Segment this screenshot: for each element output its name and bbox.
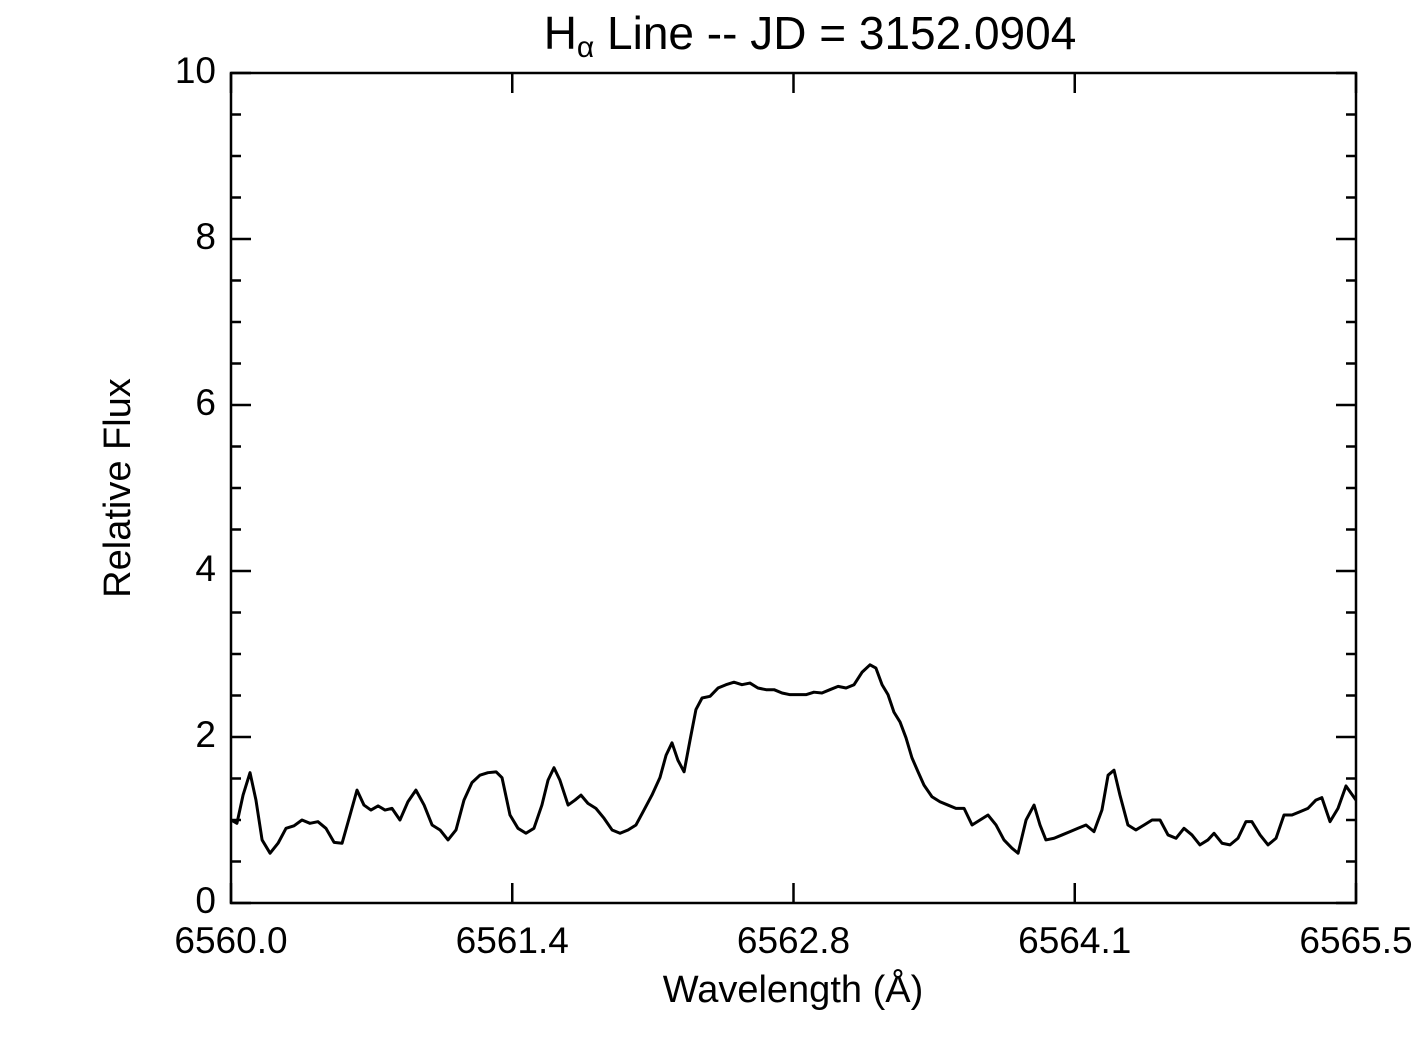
x-tick-label: 6562.8 — [737, 920, 850, 961]
y-tick-label: 8 — [195, 216, 216, 257]
title-main: H — [544, 7, 577, 59]
y-axis-label: Relative Flux — [97, 378, 139, 598]
plot-frame — [229, 71, 1358, 905]
title-subscript: α — [577, 31, 594, 64]
title-rest: Line -- JD = 3152.0904 — [594, 7, 1076, 59]
y-tick-label: 6 — [195, 382, 216, 423]
x-axis-label: Wavelength (Å) — [663, 967, 923, 1011]
y-tick-label: 0 — [195, 880, 216, 921]
x-tick-label: 6565.5 — [1299, 920, 1412, 961]
y-tick-label: 2 — [195, 714, 216, 755]
chart-title: Hα Line -- JD = 3152.0904 — [544, 7, 1077, 64]
y-tick-label: 10 — [175, 50, 216, 91]
spectrum-line — [230, 663, 1358, 855]
x-tick-label: 6561.4 — [456, 920, 569, 961]
y-tick-label: 4 — [195, 548, 216, 589]
x-tick-label: 6564.1 — [1018, 920, 1131, 961]
x-tick-label: 6560.0 — [174, 920, 287, 961]
